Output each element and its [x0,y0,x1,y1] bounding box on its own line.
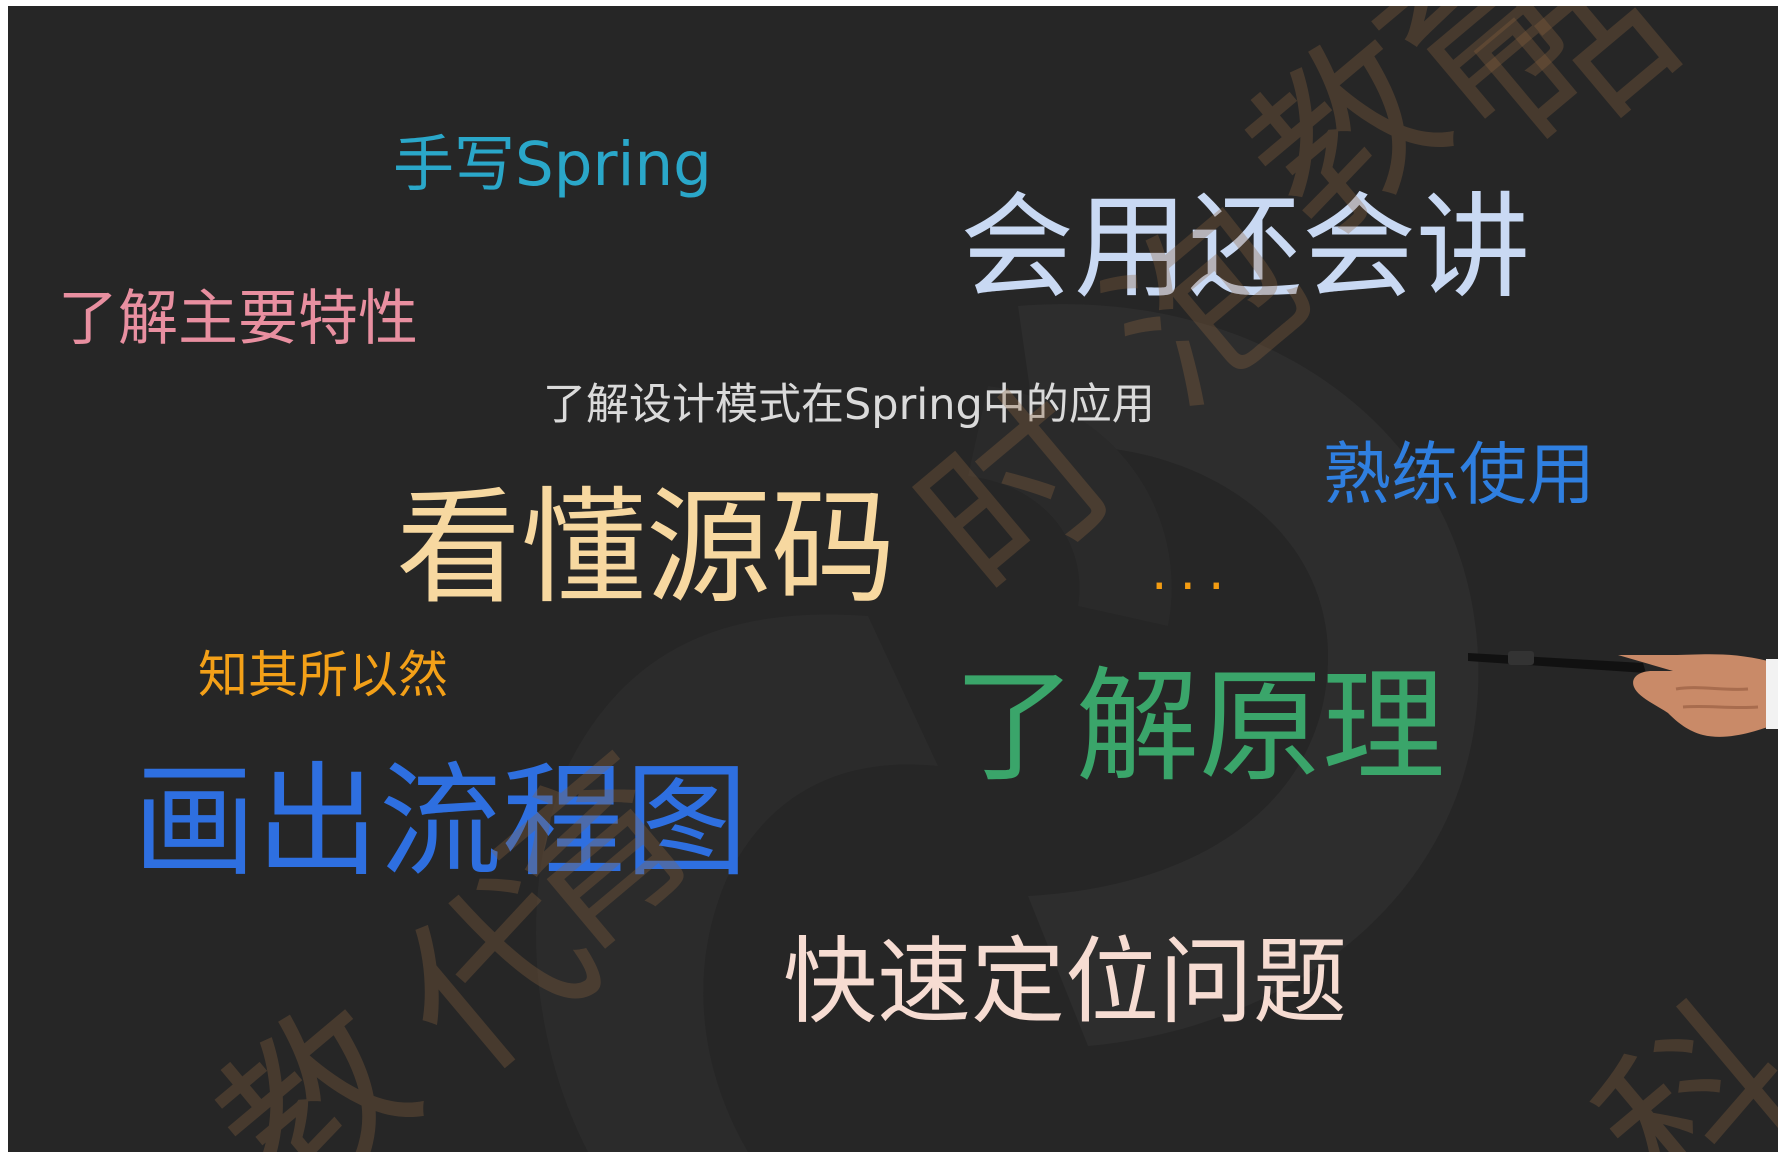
phrase-read-source: 看懂源码 [396,476,896,621]
hand-pen-pointer-illustration [1468,651,1778,737]
phrase-use-and-explain: 会用还会讲 [960,181,1531,314]
phrase-handwrite-spring: 手写Spring [393,129,712,200]
phrase-proficient-use: 熟练使用 [1323,436,1596,515]
slide: 手写Spring 会用还会讲 了解主要特性 了解设计模式在Spring中的应用 … [8,6,1778,1152]
background-logo-shape [535,304,1479,1152]
phrase-locate-problems: 快速定位问题 [783,928,1348,1037]
phrase-draw-flowchart: 画出流程图 [133,751,748,894]
phrase-understand-principle: 了解原理 [953,656,1445,799]
phrase-know-why: 知其所以然 [198,646,448,704]
phrase-ellipsis: ... [1151,542,1237,602]
phrase-know-features: 了解主要特性 [58,284,418,354]
phrase-design-patterns: 了解设计模式在Spring中的应用 [543,380,1155,430]
